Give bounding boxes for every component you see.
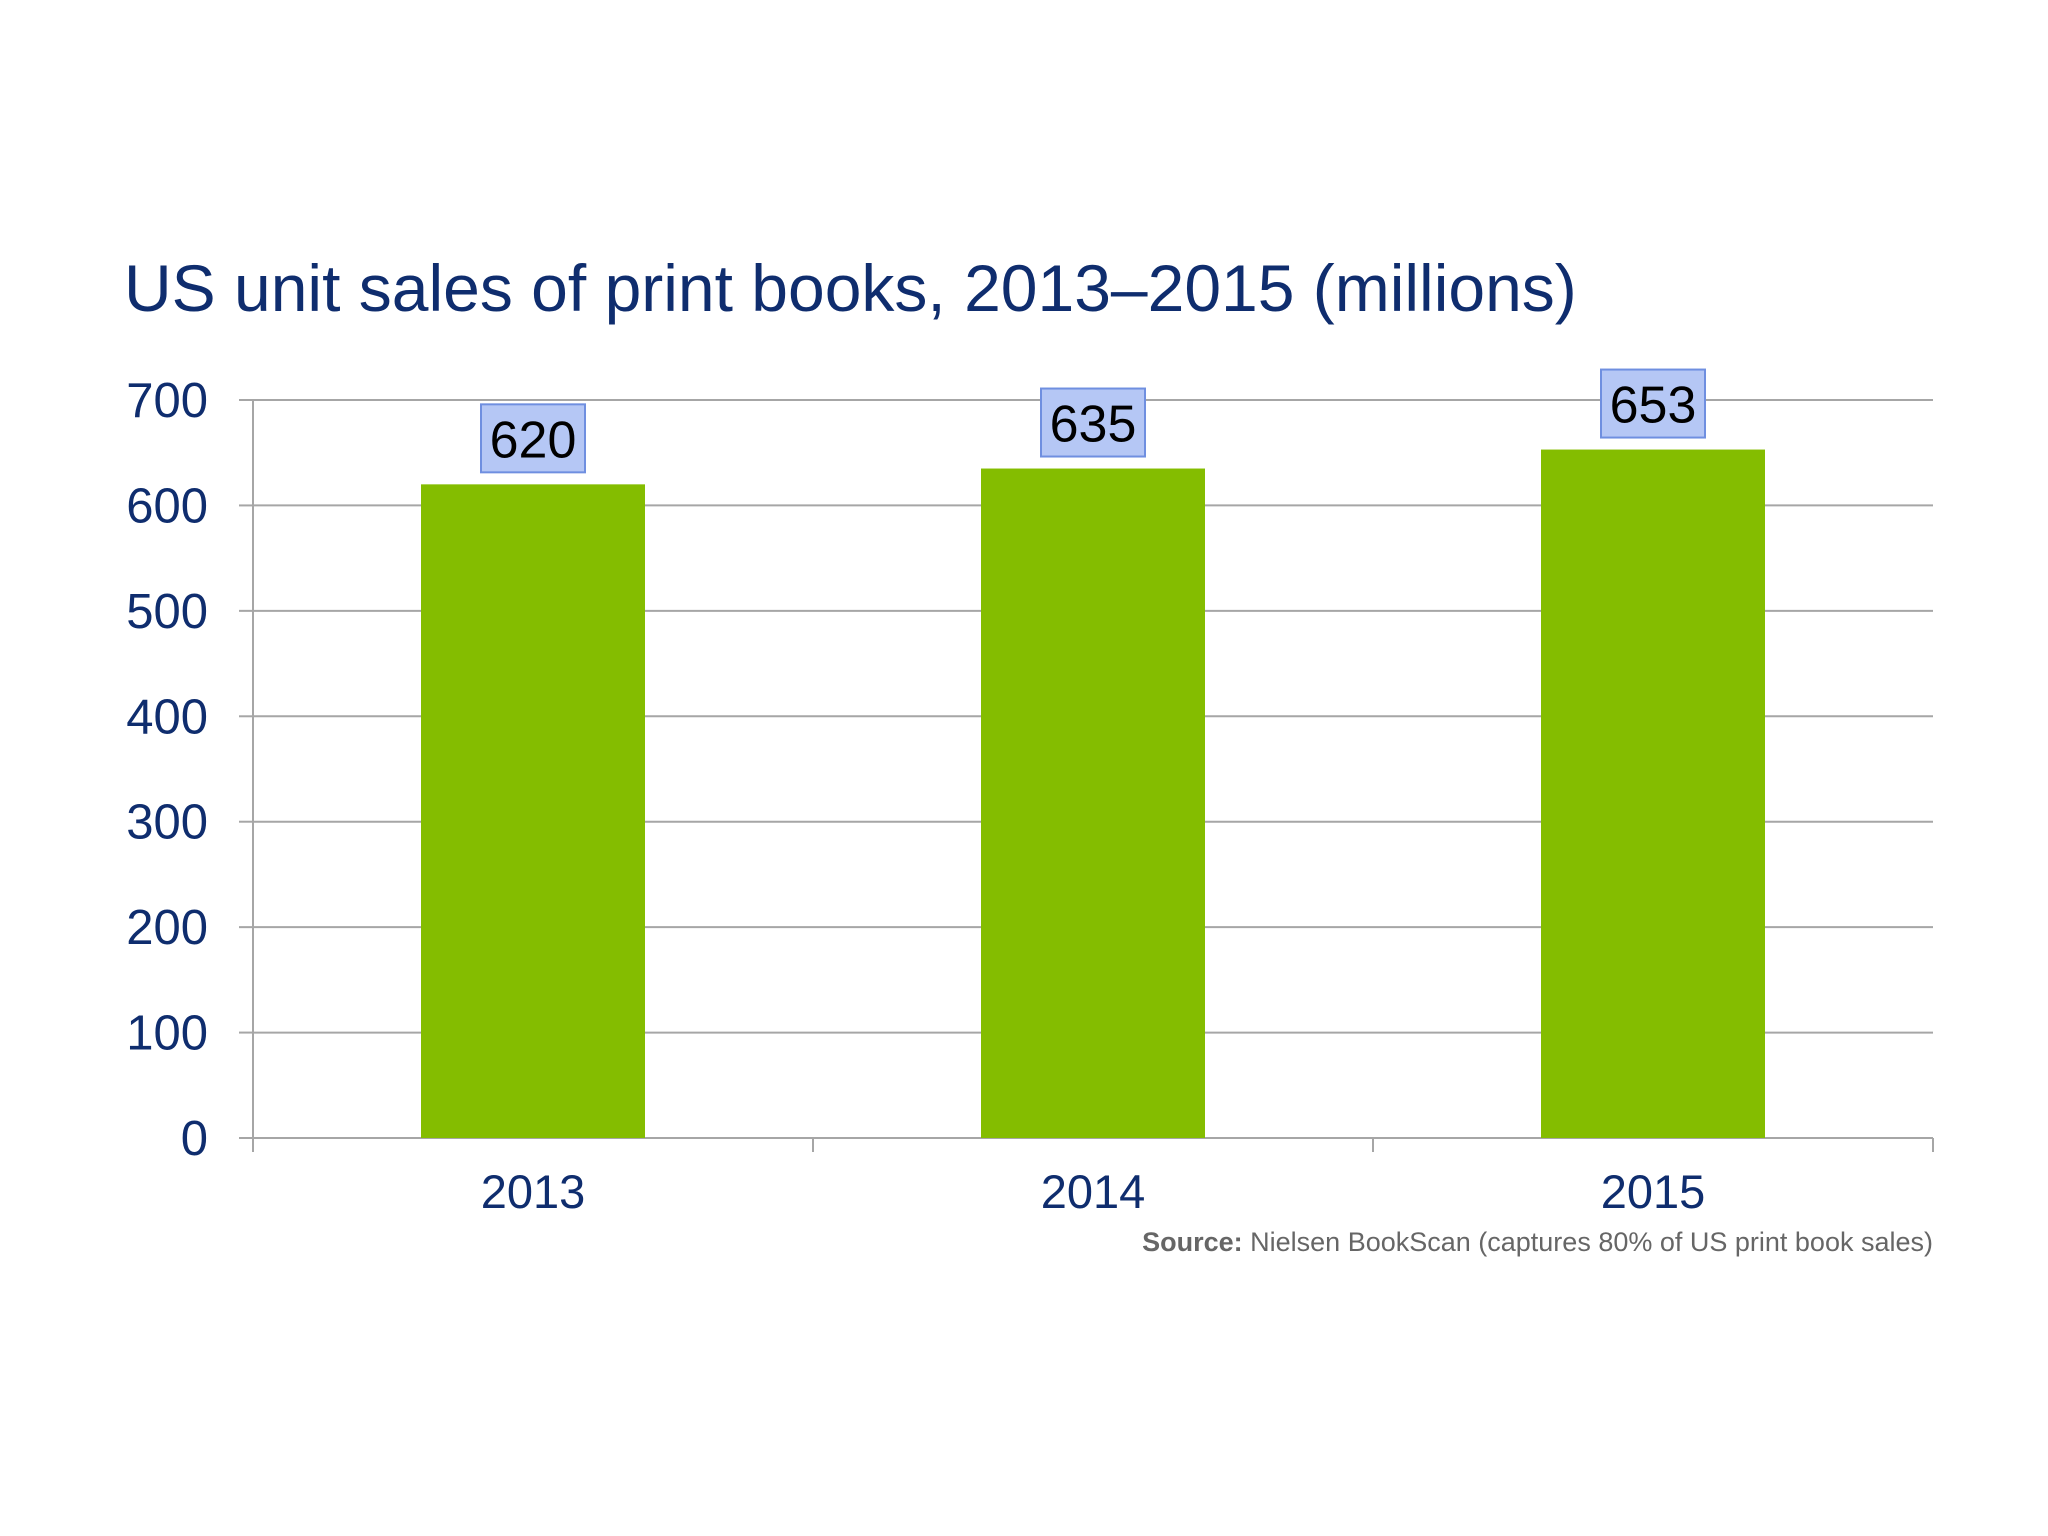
y-axis: 0 100 200 300 400 500 600 700 <box>126 374 254 1166</box>
chart-title: US unit sales of print books, 2013–2015 … <box>124 251 1577 325</box>
data-label-box-2013 <box>480 403 586 474</box>
data-label-2015: 653 <box>1610 377 1697 435</box>
y-tick-label-0: 0 <box>181 1112 208 1166</box>
bars <box>421 449 1765 1139</box>
x-tick-label-2014: 2014 <box>1041 1165 1146 1218</box>
bar-2015 <box>1541 449 1765 1139</box>
data-label-box-2015 <box>1600 368 1706 439</box>
y-tick-label-400: 400 <box>126 690 208 744</box>
y-tick-label-700: 700 <box>126 374 208 428</box>
source-text: Nielsen BookScan (captures 80% of US pri… <box>1243 1227 1933 1257</box>
y-tick-label-200: 200 <box>126 901 208 955</box>
data-label-box-2014 <box>1040 387 1146 458</box>
y-tick-label-100: 100 <box>126 1007 208 1061</box>
source-note: Source: Nielsen BookScan (captures 80% o… <box>1142 1227 1933 1257</box>
y-tick-label-600: 600 <box>126 479 208 533</box>
y-tick-label-300: 300 <box>126 796 208 850</box>
y-tick-label-500: 500 <box>126 585 208 639</box>
data-label-2013: 620 <box>490 411 577 469</box>
bar-2014 <box>981 468 1205 1138</box>
x-axis: 2013 2014 2015 <box>252 1137 1934 1218</box>
source-label: Source: <box>1142 1227 1243 1257</box>
x-tick-label-2013: 2013 <box>481 1165 586 1218</box>
x-tick-label-2015: 2015 <box>1601 1165 1706 1218</box>
data-labels: 620 635 653 <box>480 368 1706 474</box>
data-label-2014: 635 <box>1050 396 1137 454</box>
bar-2013 <box>421 484 645 1138</box>
